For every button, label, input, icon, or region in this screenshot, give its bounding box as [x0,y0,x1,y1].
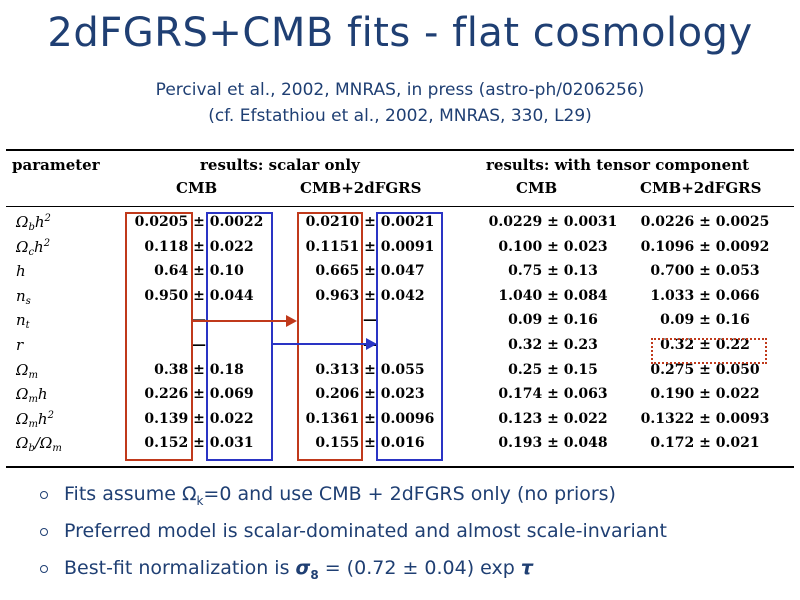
cell-scalar-cmb: 0.152 ± 0.031 [144,435,254,452]
param-label: h [16,262,26,281]
cell-tensor-cmb: 0.100 ± 0.023 [498,238,608,255]
cell-tensor-cmb: 0.193 ± 0.048 [498,435,608,452]
bullet-item-normalization: Best-fit normalization is σ8 = (0.72 ± 0… [40,550,667,587]
cell-tensor-cmb: 0.123 ± 0.022 [498,410,608,427]
param-label: r [16,336,24,354]
cell-scalar-cmb: 0.38 ± 0.18 [154,361,244,378]
cell-scalar-cmb: 0.950 ± 0.044 [144,287,254,304]
header-scalar-cmb: CMB [176,179,218,197]
error-comparison-arrowhead [366,338,377,350]
cell-tensor-cmb: 0.09 ± 0.16 [508,312,598,329]
slide-title: 2dFGRS+CMB fits - flat cosmology [47,10,753,56]
cell-tensor-cmb: 0.0229 ± 0.0031 [488,214,618,230]
scalar-2df-value-box [297,212,363,461]
error-comparison-arrow [273,343,367,345]
cell-tensor-cmb-2dfgrs: 1.033 ± 0.066 [650,287,760,304]
cell-scalar-cmb: 0.226 ± 0.069 [144,386,254,403]
cell-scalar-cmb-2dfgrs: 0.1361 ± 0.0096 [305,410,435,427]
cell-tensor-cmb: 0.174 ± 0.063 [498,386,608,403]
cell-scalar-cmb-2dfgrs: 0.155 ± 0.016 [315,435,425,452]
value-comparison-arrowhead [286,315,297,327]
table-header-rule [6,206,794,207]
cell-tensor-cmb: 0.25 ± 0.15 [508,361,598,378]
bullet-dot-icon [40,564,48,573]
tensor-ratio-highlight-box [651,338,767,364]
cell-scalar-cmb-2dfgrs: — [363,312,377,329]
bullet-item-curvature: Fits assume Ωk=0 and use CMB + 2dFGRS on… [40,476,667,513]
header-scalar-cmb-2dfgrs: CMB+2dFGRS [300,179,422,197]
cell-tensor-cmb-2dfgrs: 0.190 ± 0.022 [650,386,760,403]
param-label: ns [16,286,31,307]
scalar-cmb-value-box [125,212,193,461]
bullet-dot-icon [40,527,48,536]
param-label: Ωmh [16,385,48,406]
cell-scalar-cmb: — [192,337,206,353]
cell-scalar-cmb-2dfgrs: 0.0210 ± 0.0021 [305,214,435,230]
header-scalar-group: results: scalar only [200,156,360,174]
cell-tensor-cmb-2dfgrs: 0.09 ± 0.16 [660,312,750,329]
cell-tensor-cmb: 0.32 ± 0.23 [508,337,598,353]
cell-scalar-cmb: 0.0205 ± 0.0022 [134,214,264,230]
cell-scalar-cmb: 0.64 ± 0.10 [154,263,244,280]
citation-main: Percival et al., 2002, MNRAS, in press (… [155,80,645,100]
header-parameter: parameter [12,156,100,174]
cell-tensor-cmb: 1.040 ± 0.084 [498,287,608,304]
bullet-item-model: Preferred model is scalar-dominated and … [40,513,667,550]
table-bottom-rule [6,466,794,468]
bullet-text: Fits assume [64,483,182,505]
sigma-subscript: 8 [310,567,319,582]
omega-subscript: k [196,493,204,508]
table-top-rule [6,149,794,151]
scalar-2df-error-box [376,212,443,461]
cell-scalar-cmb-2dfgrs: 0.963 ± 0.042 [315,287,425,304]
bullet-text-rest: = (0.72 ± 0.04) exp [318,557,521,579]
header-tensor-group: results: with tensor component [486,156,750,174]
cell-tensor-cmb-2dfgrs: 0.1096 ± 0.0092 [640,238,770,255]
param-label: Ωbh2 [16,213,51,233]
header-tensor-cmb: CMB [516,179,558,197]
param-label: Ωmh2 [16,409,54,430]
cell-scalar-cmb: 0.118 ± 0.022 [144,238,254,255]
cell-scalar-cmb: 0.139 ± 0.022 [144,410,254,427]
cell-tensor-cmb: 0.75 ± 0.13 [508,263,598,280]
cell-tensor-cmb-2dfgrs: 0.700 ± 0.053 [650,263,760,280]
param-label: Ωb/Ωm [16,434,62,455]
tau-symbol: τ [520,557,533,579]
omega-symbol: Ω [181,483,197,505]
header-tensor-cmb-2dfgrs: CMB+2dFGRS [640,179,762,197]
cell-tensor-cmb-2dfgrs: 0.32 ± 0.22 [660,337,750,353]
cell-tensor-cmb-2dfgrs: 0.172 ± 0.021 [650,435,760,452]
cell-tensor-cmb-2dfgrs: 0.0226 ± 0.0025 [640,214,770,230]
citation-cf: (cf. Efstathiou et al., 2002, MNRAS, 330… [208,106,592,126]
bullet-text-rest: =0 and use CMB + 2dFGRS only (no priors) [203,483,616,505]
cell-tensor-cmb-2dfgrs: 0.275 ± 0.050 [650,361,760,378]
scalar-cmb-error-box [206,212,273,461]
cell-scalar-cmb-2dfgrs: 0.206 ± 0.023 [315,386,425,403]
sigma-symbol: σ [295,557,311,579]
cell-scalar-cmb-2dfgrs: 0.665 ± 0.047 [315,263,425,280]
param-label: Ωm [16,360,38,381]
param-label: nt [16,311,30,332]
value-comparison-arrow [193,320,287,322]
cell-scalar-cmb-2dfgrs: 0.1151 ± 0.0091 [305,238,435,255]
param-label: Ωch2 [16,237,51,258]
bullet-list: Fits assume Ωk=0 and use CMB + 2dFGRS on… [40,476,667,587]
cell-tensor-cmb-2dfgrs: 0.1322 ± 0.0093 [640,410,770,427]
bullet-text: Best-fit normalization is [64,557,296,579]
bullet-text: Preferred model is scalar-dominated and … [64,520,667,542]
bullet-dot-icon [40,490,48,499]
cell-scalar-cmb-2dfgrs: 0.313 ± 0.055 [315,361,425,378]
